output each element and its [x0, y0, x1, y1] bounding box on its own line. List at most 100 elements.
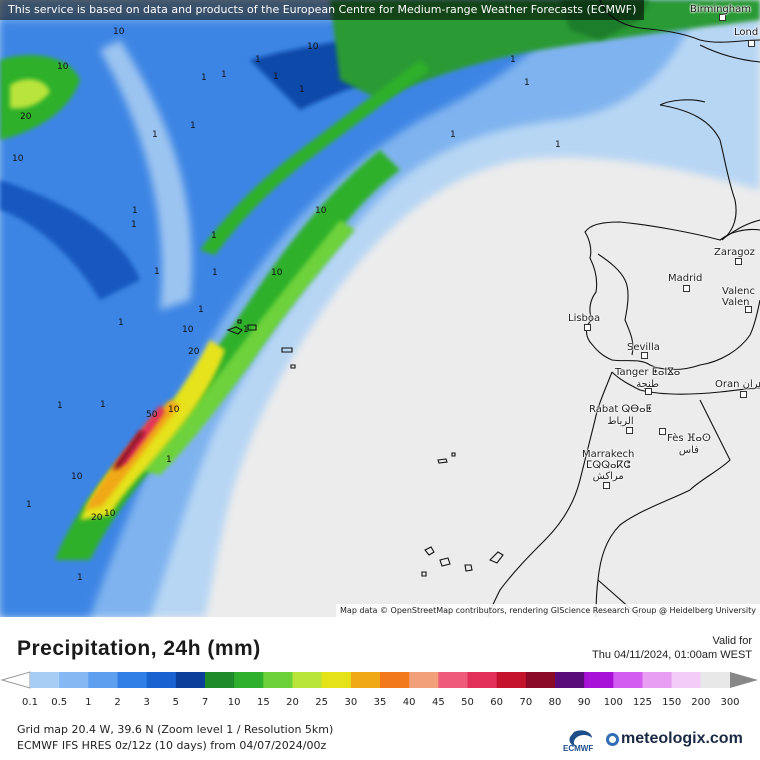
- legend-tick-label: 125: [632, 697, 653, 708]
- legend-tick-label: 30: [344, 697, 358, 708]
- city-zaragoza[interactable]: Zaragoz: [714, 247, 755, 258]
- city-marker: [645, 388, 652, 395]
- legend-tick-label: 80: [548, 697, 562, 708]
- legend-swatch: [525, 672, 556, 688]
- legend-tick-label: 0.5: [51, 697, 68, 708]
- city-sevilla[interactable]: Sevilla: [627, 342, 660, 353]
- contour-label: 1: [77, 573, 83, 583]
- legend-swatch: [146, 672, 177, 688]
- legend-tick-label: 1: [85, 697, 92, 708]
- grid-info: Grid map 20.4 W, 39.6 N (Zoom level 1 / …: [17, 723, 334, 736]
- legend-swatch: [409, 672, 439, 688]
- legend-swatch: [671, 672, 702, 688]
- legend-swatch: [292, 672, 323, 688]
- legend-tick-label: 50: [461, 697, 474, 708]
- meteologix-icon: [606, 733, 619, 746]
- city-marker: [683, 285, 690, 292]
- legend-arrow-high: [730, 672, 758, 688]
- legend-tick-label: 10: [227, 697, 241, 708]
- legend-tick-label: 5: [172, 697, 180, 708]
- contour-label: 10: [12, 154, 24, 164]
- contour-label: 1: [555, 140, 561, 150]
- legend-swatch: [205, 672, 235, 688]
- city-marker: [740, 391, 747, 398]
- meteologix-logo[interactable]: meteologix.com: [606, 730, 743, 748]
- city-tanger[interactable]: Tanger ⵟⴰⵏⴵⴰ طنجة: [615, 367, 681, 390]
- legend-swatch: [321, 672, 352, 688]
- contour-label: 10: [168, 405, 180, 415]
- city-marker: [584, 324, 591, 331]
- contour-label: 1: [132, 206, 138, 216]
- legend-tick-label: 300: [720, 697, 740, 708]
- city-lisboa[interactable]: Lisboa: [568, 313, 601, 324]
- contour-label: 1: [211, 231, 217, 241]
- legend-swatch: [117, 672, 148, 688]
- contour-label: 1: [450, 130, 456, 140]
- contour-label: 10: [307, 42, 319, 52]
- contour-label: 1: [255, 55, 261, 65]
- contour-label: 1: [243, 325, 249, 335]
- legend-tick-label: 100: [603, 697, 623, 708]
- contour-label: 1: [118, 318, 124, 328]
- legend-tick-label: 7: [201, 697, 209, 708]
- legend-swatch: [380, 672, 410, 688]
- city-oran[interactable]: Oran وهران: [715, 379, 760, 390]
- city-valencia[interactable]: Valenc Valen: [722, 286, 755, 308]
- city-madrid[interactable]: Madrid: [668, 273, 703, 284]
- legend-tick-label: 70: [519, 697, 533, 708]
- legend-tick-label: 200: [691, 697, 711, 708]
- city-rabat[interactable]: Rabat ⵕⴱⴰⵟ الرباط: [589, 404, 652, 427]
- city-fes[interactable]: Fès ⴼⴰⵙ فاس: [667, 433, 711, 456]
- contour-label: 20: [188, 347, 200, 357]
- precipitation-layer: [0, 0, 760, 617]
- contour-label: 1: [154, 267, 160, 277]
- weather-map[interactable]: This service is based on data and produc…: [0, 0, 760, 617]
- ecmwf-logo-icon: [569, 730, 592, 747]
- contour-label: 10: [271, 268, 283, 278]
- city-marker: [626, 427, 633, 434]
- legend-tick-label: 15: [256, 697, 270, 708]
- legend-swatch: [59, 672, 89, 688]
- color-scale-bar: [0, 671, 758, 689]
- contour-label: 1: [26, 500, 32, 510]
- city-marker: [603, 482, 610, 489]
- valid-time: Thu 04/11/2024, 01:00am WEST: [592, 649, 752, 661]
- ecmwf-attribution: This service is based on data and produc…: [0, 0, 645, 20]
- contour-label: 10: [315, 206, 327, 216]
- legend-arrow-low: [0, 671, 31, 689]
- ecmwf-label: ECMWF: [563, 744, 594, 753]
- contour-label: 20: [91, 513, 103, 523]
- map-data-attribution: Map data © OpenStreetMap contributors, r…: [336, 604, 760, 617]
- contour-label: 1: [510, 55, 516, 65]
- legend-tick-label: 0.1: [22, 697, 38, 708]
- legend-tick-label: 60: [490, 697, 504, 708]
- legend-swatch: [700, 672, 731, 688]
- legend-tick-label: 2: [114, 697, 121, 708]
- contour-label: 1: [524, 78, 530, 88]
- legend-swatch: [30, 672, 60, 688]
- contour-label: 20: [20, 112, 32, 122]
- contour-label: 1: [273, 72, 279, 82]
- legend-swatch: [584, 672, 614, 688]
- legend-swatch: [613, 672, 643, 688]
- valid-label: Valid for: [712, 635, 752, 647]
- city-birmingham[interactable]: Birmingham: [690, 4, 751, 15]
- contour-label: 1: [131, 220, 137, 230]
- contour-label: 1: [57, 401, 63, 411]
- contour-label: 10: [104, 509, 116, 519]
- legend-tick-label: 45: [431, 697, 445, 708]
- legend-tick-label: 20: [286, 697, 299, 708]
- legend-swatch: [555, 672, 585, 688]
- city-marker: [748, 40, 755, 47]
- contour-label: 1: [201, 73, 207, 83]
- legend-swatch: [467, 672, 498, 688]
- legend-swatch: [234, 672, 264, 688]
- legend-tick-label: 150: [662, 697, 682, 708]
- city-marker: [719, 14, 726, 21]
- legend-tick-label: 3: [143, 697, 150, 708]
- legend-swatch: [496, 672, 527, 688]
- page-title: Precipitation, 24h (mm): [17, 637, 261, 660]
- city-london[interactable]: Lond: [734, 27, 759, 38]
- city-marrakech[interactable]: Marrakech ⵎⵕⵕⴰⴽⵛ مراكش: [582, 449, 635, 482]
- contour-label: 50: [146, 410, 158, 420]
